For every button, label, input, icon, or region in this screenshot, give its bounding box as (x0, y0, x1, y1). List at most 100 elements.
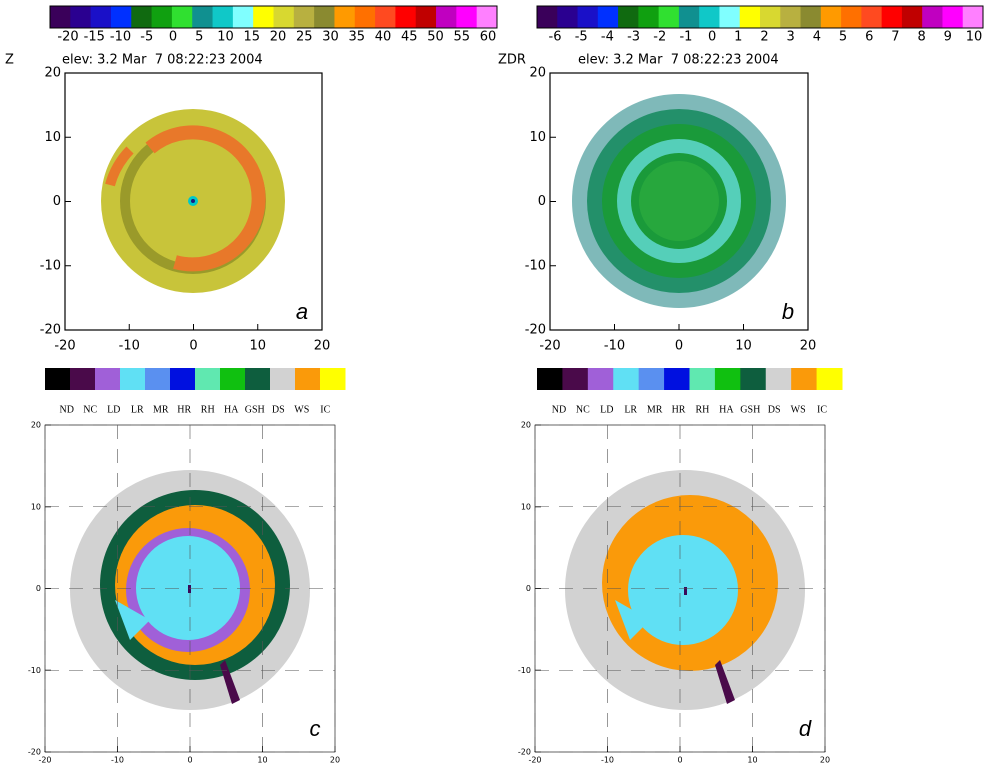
x-tick-label: -20 (38, 756, 51, 765)
class-label: NC (83, 404, 97, 415)
colorbar-label: 3 (787, 30, 795, 45)
colorbar-cell (334, 6, 355, 28)
x-tick-label: -10 (119, 339, 140, 354)
x-tick-label: 20 (314, 339, 331, 354)
class-color (320, 368, 346, 390)
y-tick-label: 0 (526, 584, 531, 593)
class-label: LR (131, 404, 144, 415)
y-tick-label: 20 (529, 66, 546, 81)
colorbar-cell (172, 6, 193, 28)
y-tick-label: 0 (36, 584, 41, 593)
colorbar-label: 5 (195, 30, 203, 45)
class-label: ND (552, 404, 566, 415)
panel-letter: c (310, 716, 321, 741)
class-color (639, 368, 665, 390)
class-color (664, 368, 690, 390)
colorbar-label: 10 (966, 30, 983, 45)
colorbar-label: -20 (57, 30, 78, 45)
class-label: MR (153, 404, 169, 415)
colorbar-cell (274, 6, 295, 28)
colorbar-cell (922, 6, 943, 28)
colorbar-cell (294, 6, 315, 28)
class-label: HR (672, 404, 686, 415)
panel-letter: b (782, 299, 794, 324)
colorbar-label: -6 (549, 30, 562, 45)
colorbar-cell (598, 6, 619, 28)
figure: -20-15-10-5051015202530354045505560Zelev… (0, 0, 984, 767)
colorbar-label: 25 (296, 30, 313, 45)
class-color (120, 368, 146, 390)
class-color (45, 368, 71, 390)
colorbar-cell (801, 6, 822, 28)
x-tick-label: 20 (800, 339, 817, 354)
y-tick-label: 20 (44, 66, 61, 81)
radar-image-a (101, 109, 285, 293)
class-label: ND (60, 404, 74, 415)
x-tick-label: 10 (735, 339, 752, 354)
colorbar-cell (638, 6, 659, 28)
class-label: WS (791, 404, 806, 415)
colorbar-label: 8 (917, 30, 925, 45)
class-label: WS (294, 404, 309, 415)
class-color (740, 368, 766, 390)
colorbar-label: 1 (734, 30, 742, 45)
radar-image-d (565, 470, 805, 710)
class-color (195, 368, 221, 390)
y-tick-label: 10 (529, 130, 546, 145)
class-label: GSH (245, 404, 265, 415)
class-color (715, 368, 741, 390)
class-label: HR (177, 404, 191, 415)
x-tick-label: -10 (604, 339, 625, 354)
colorbar-cell (578, 6, 599, 28)
class-label: LD (107, 404, 120, 415)
header: elev: 3.2 Mar 7 08:22:23 2004 (62, 53, 263, 68)
x-tick-label: -20 (528, 756, 541, 765)
colorbar-label: -3 (627, 30, 640, 45)
class-color (95, 368, 121, 390)
colorbar-cell (375, 6, 396, 28)
class-label: RH (201, 404, 215, 415)
colorbar-label: 30 (322, 30, 339, 45)
class-label: LD (600, 404, 613, 415)
class-color (220, 368, 246, 390)
x-tick-label: 20 (330, 756, 340, 765)
colorbar-label: 55 (453, 30, 470, 45)
colorbar-cell (557, 6, 578, 28)
panel-letter: a (296, 299, 308, 324)
colorbar-label: 35 (348, 30, 365, 45)
y-tick-label: -20 (518, 748, 531, 757)
x-tick-label: -10 (601, 756, 614, 765)
class-label: HA (719, 404, 734, 415)
x-tick-label: 0 (187, 756, 192, 765)
colorbar-cell (902, 6, 923, 28)
colorbar-label: -2 (653, 30, 666, 45)
x-tick-label: 10 (249, 339, 266, 354)
colorbar-label: 15 (243, 30, 260, 45)
class-label: DS (768, 404, 781, 415)
colorbar-cell (780, 6, 801, 28)
class-label: GSH (740, 404, 760, 415)
colorbar-label: 60 (480, 30, 497, 45)
colorbar-cell (233, 6, 254, 28)
class-color (690, 368, 716, 390)
panel-letter: d (799, 716, 812, 741)
y-tick-label: -10 (518, 666, 531, 675)
colorbar-label: 10 (217, 30, 234, 45)
class-color (70, 368, 96, 390)
colorbar-label: 4 (813, 30, 821, 45)
class-color (766, 368, 792, 390)
x-tick-label: 0 (677, 756, 682, 765)
y-tick-label: -10 (525, 258, 546, 273)
colorbar-cell (70, 6, 91, 28)
colorbar-cell (740, 6, 761, 28)
class-label: IC (817, 404, 827, 415)
class-color (817, 368, 843, 390)
colorbar-cell (821, 6, 842, 28)
x-tick-label: 20 (820, 756, 830, 765)
colorbar-label: -4 (601, 30, 614, 45)
colorbar-label: 5 (839, 30, 847, 45)
colorbar-cell (760, 6, 781, 28)
colorbar-cell (436, 6, 457, 28)
y-tick-label: -10 (40, 258, 61, 273)
colorbar-cell (477, 6, 498, 28)
